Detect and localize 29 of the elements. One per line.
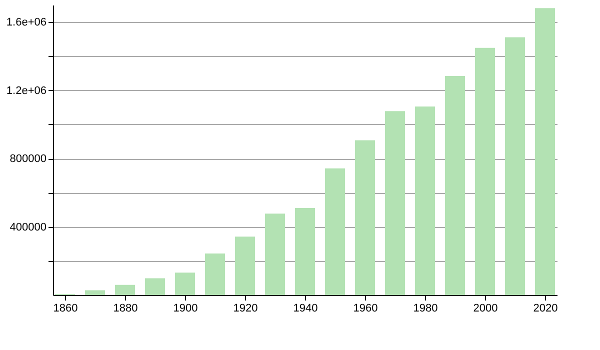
x-tick-label: 2000 (473, 302, 498, 314)
x-tick-label: 1940 (293, 302, 318, 314)
bar (535, 8, 555, 295)
bar (325, 168, 345, 295)
x-tick-label: 1880 (113, 302, 138, 314)
y-tick-label: 1.2e+06 (6, 84, 46, 97)
bar (505, 37, 525, 295)
bar (235, 236, 255, 295)
x-tick-label: 2020 (533, 302, 558, 314)
x-tick-label: 1960 (353, 302, 378, 314)
x-tick-label: 1980 (413, 302, 438, 314)
bar (445, 76, 465, 295)
bar (475, 48, 495, 295)
bar (115, 284, 135, 295)
x-tick-label: 1900 (173, 302, 198, 314)
y-tick-label: 800000 (10, 153, 46, 166)
bar (175, 272, 195, 295)
bar (145, 278, 165, 295)
bar (295, 208, 315, 295)
bar (415, 106, 435, 295)
y-tick-label: 400000 (10, 221, 46, 234)
bar (265, 214, 285, 295)
x-tick-label: 1920 (233, 302, 258, 314)
bar (85, 290, 105, 295)
y-tick-label: 1.6e+06 (6, 16, 46, 29)
bar (205, 254, 225, 295)
bar (385, 111, 405, 295)
x-tick-label: 1860 (53, 302, 78, 314)
bar (355, 140, 375, 295)
